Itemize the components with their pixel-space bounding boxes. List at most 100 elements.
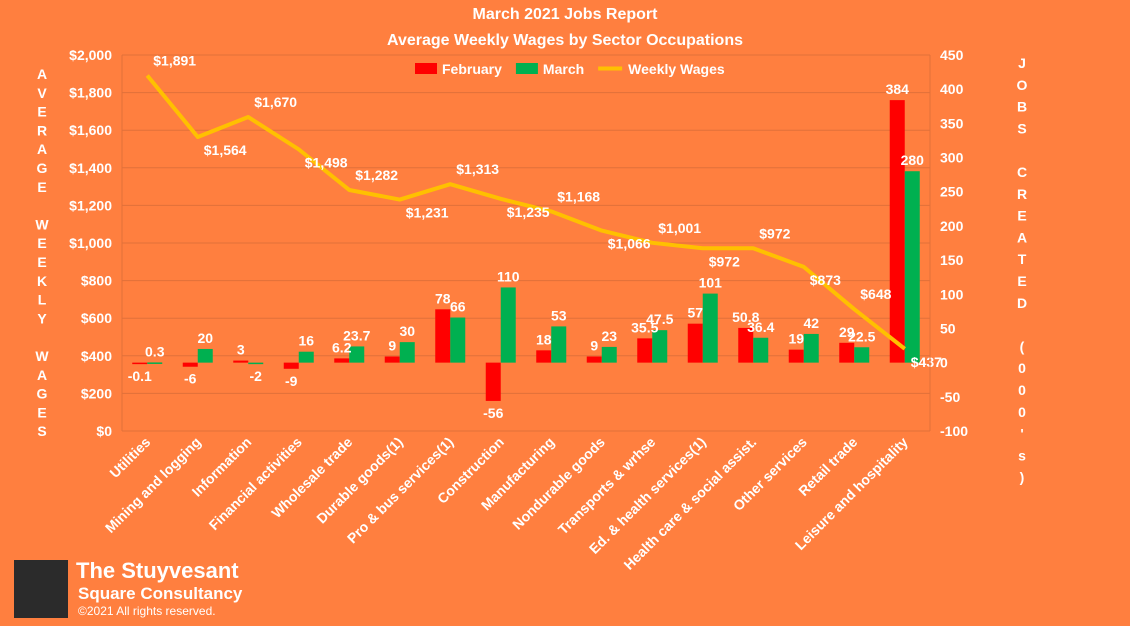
legend-swatch-february (415, 63, 437, 74)
bar-february (738, 327, 754, 363)
y-left-axis-label-char: E (37, 404, 46, 420)
bar-data-label: -6 (184, 371, 197, 387)
y-right-tick-label: 100 (940, 286, 964, 302)
y-right-axis-label-char: E (1017, 273, 1026, 289)
bar-data-label: 50.8 (732, 309, 759, 325)
copyright: ©2021 All rights reserved. (78, 604, 216, 618)
y-left-axis-label-char: S (37, 423, 46, 439)
legend-label: March (543, 61, 584, 77)
y-right-axis-label-char: B (1017, 99, 1027, 115)
bar-march (500, 287, 516, 363)
bar-data-label: -2 (250, 368, 263, 384)
wage-data-label: $1,168 (557, 188, 600, 204)
y-left-tick-label: $2,000 (69, 47, 112, 63)
y-right-axis-label-char: O (1017, 77, 1028, 93)
y-left-axis-label-char: W (35, 216, 49, 232)
bars (132, 100, 920, 401)
bar-march (399, 342, 415, 363)
bar-data-label: 35.5 (631, 319, 658, 335)
bar-march (854, 347, 870, 363)
y-left-tick-label: $0 (96, 423, 112, 439)
y-left-tick-label: $400 (81, 348, 112, 364)
wage-data-label: $1,313 (456, 161, 499, 177)
legend-label: February (442, 61, 502, 77)
bar-data-label: 9 (388, 337, 396, 353)
bar-data-label: 78 (435, 290, 451, 306)
bar-data-label: 20 (197, 330, 213, 346)
bar-data-label: 18 (536, 331, 552, 347)
legend: February March Weekly Wages (415, 61, 725, 77)
legend-swatch-march (515, 63, 538, 74)
bar-data-label: 42 (803, 315, 819, 331)
legend-label: Weekly Wages (628, 61, 725, 77)
y-left-tick-label: $1,600 (69, 122, 112, 138)
bar-february (182, 362, 198, 367)
y-left-tick-label: $1,400 (69, 160, 112, 176)
wage-data-label: $1,670 (254, 94, 297, 110)
bar-data-label: 29 (839, 324, 855, 340)
y-left-axis-label-char: E (37, 104, 46, 120)
x-tick-label: Durable goods(1) (313, 434, 406, 527)
bar-february (586, 356, 602, 363)
y-right-tick-label: 400 (940, 81, 964, 97)
wage-data-label: $972 (759, 225, 790, 241)
y-left-axis-label-char: A (37, 367, 47, 383)
y-left-axis-label-char: L (38, 292, 47, 308)
wage-data-label: $873 (810, 272, 841, 288)
bar-data-label: -56 (483, 405, 503, 421)
y-left-axis-label-char: A (37, 66, 47, 82)
y-left-axis-label-char: K (37, 273, 47, 289)
y-left-axis-label-char: G (37, 160, 48, 176)
axes: $0 $200 $400 $600 $800 $1,000 $1,200 $1,400 $1,6… (69, 47, 968, 573)
bar-february (687, 323, 703, 363)
bar-february (283, 362, 299, 369)
y-right-axis-label-char: 0 (1018, 404, 1026, 420)
y-right-axis-label-char: ' (1020, 426, 1023, 442)
bar-march (248, 362, 264, 365)
bar-data-label: 53 (551, 307, 567, 323)
bar-data-label: 280 (901, 152, 925, 168)
portrait-logo (14, 560, 68, 618)
wage-line-path (145, 74, 906, 351)
x-tick-label: Utilities (106, 434, 153, 481)
y-right-axis-label-char: s (1018, 447, 1026, 463)
y-right-tick-label: 300 (940, 150, 964, 166)
wage-data-label: $1,564 (204, 142, 247, 158)
bar-data-label: -0.1 (128, 368, 152, 384)
x-tick-label: Transports & wrhse (555, 434, 659, 538)
brand-subname: Square Consultancy (78, 584, 243, 603)
bar-february (637, 338, 653, 363)
bar-data-label: 57 (687, 305, 703, 321)
gridlines (122, 54, 930, 432)
y-left-axis-label-char: E (37, 235, 46, 251)
bar-data-label: -9 (285, 373, 298, 389)
bar-data-label: 3 (237, 342, 245, 358)
bar-data-label: 19 (788, 331, 804, 347)
wage-line (145, 74, 906, 351)
wage-data-label: $1,001 (658, 220, 701, 236)
x-tick-label: Nondurable goods (509, 434, 608, 533)
y-right-tick-label: -50 (940, 389, 960, 405)
y-left-axis-label-char: W (35, 348, 49, 364)
bar-march (551, 326, 567, 363)
bar-march (652, 330, 668, 363)
y-right-axis-label-char: D (1017, 295, 1027, 311)
bar-february (788, 349, 804, 363)
x-tick-label: Mining and logging (102, 434, 204, 536)
y-left-tick-label: $1,200 (69, 197, 112, 213)
bar-february (334, 358, 350, 363)
y-right-axis-label-char: A (1017, 229, 1027, 245)
bar-march (349, 346, 365, 363)
y-right-axis-label-char: R (1017, 186, 1027, 202)
bar-data-label: 30 (399, 323, 415, 339)
wage-data-label: $1,498 (305, 154, 348, 170)
wage-data-label: $1,231 (406, 205, 449, 221)
bar-data-label: 110 (497, 268, 520, 284)
y-left-tick-label: $200 (81, 385, 112, 401)
bar-march (298, 351, 314, 363)
x-tick-label: Financial activities (206, 434, 305, 533)
bar-data-label: 36.4 (747, 319, 774, 335)
bar-data-label: 0.3 (145, 343, 165, 359)
